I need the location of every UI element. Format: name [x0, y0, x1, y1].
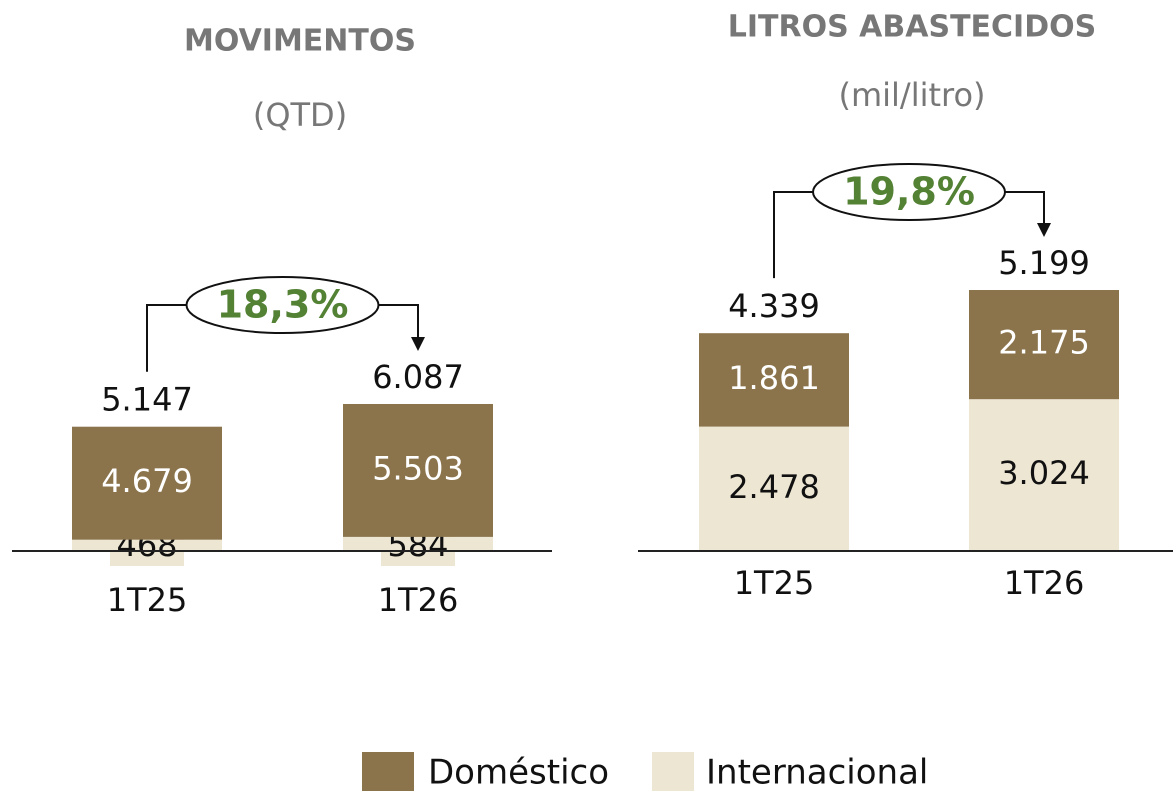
arrow-head [1037, 223, 1051, 238]
total-label: 6.087 [372, 358, 464, 396]
arrow-head [411, 336, 425, 351]
growth-ellipse [185, 276, 380, 334]
x-tick-label: 1T25 [734, 564, 815, 602]
x-tick-label: 1T25 [107, 581, 188, 619]
legend-swatch [362, 752, 414, 791]
growth-label: 19,8% [843, 170, 975, 214]
chart-title: LITROS ABASTECIDOS [728, 10, 1096, 45]
bracket [146, 304, 419, 372]
segment-label: 3.024 [998, 454, 1090, 492]
growth-ellipse [812, 163, 1006, 221]
chart-subtitle: (QTD) [253, 96, 347, 134]
bar-segment [72, 426, 222, 540]
total-label: 4.339 [728, 287, 820, 325]
segment-label: 5.503 [372, 449, 464, 487]
legend-label: Internacional [706, 753, 928, 791]
segment-label: 1.861 [728, 359, 820, 397]
legend-label: Doméstico [428, 753, 609, 791]
total-label: 5.147 [101, 381, 193, 419]
bar-segment [969, 290, 1119, 400]
x-tick-label: 1T26 [378, 581, 459, 619]
growth-label: 18,3% [217, 283, 349, 327]
bar-segment [343, 403, 493, 537]
x-tick-label: 1T26 [1004, 564, 1085, 602]
legend-swatch [652, 752, 694, 791]
chart-title: MOVIMENTOS [184, 24, 416, 59]
segment-label: 4.679 [101, 462, 193, 500]
segment-label: 2.175 [998, 324, 1090, 362]
bar-segment [699, 426, 849, 551]
segment-label: 2.478 [728, 468, 820, 506]
total-label: 5.199 [998, 244, 1090, 282]
bracket [773, 191, 1045, 279]
bar-segment [699, 333, 849, 427]
chart-subtitle: (mil/litro) [838, 76, 985, 114]
bar-segment [969, 399, 1119, 551]
